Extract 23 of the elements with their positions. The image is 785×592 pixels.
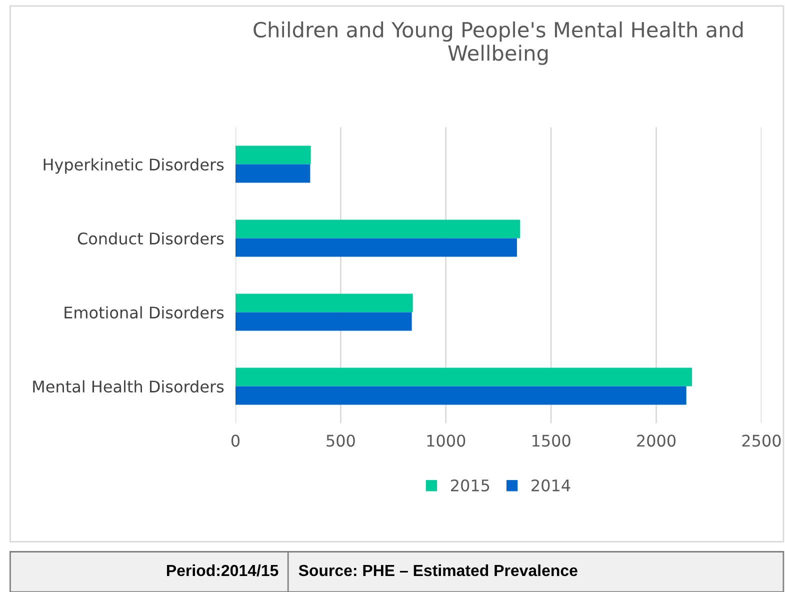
x-tick-label: 1500 xyxy=(532,434,570,447)
chart-title: Children and Young People's Mental Health and Wellbeing xyxy=(254,21,743,65)
bar xyxy=(236,220,520,238)
bar xyxy=(236,312,412,331)
x-tick-label: 0 xyxy=(231,434,240,447)
text: Period:2014/15 xyxy=(166,564,278,576)
bar xyxy=(236,238,517,257)
bar xyxy=(236,386,686,405)
legend-label: 2015 xyxy=(451,479,490,492)
bar xyxy=(236,294,413,312)
x-tick-label: 1000 xyxy=(427,434,466,447)
y-tick-label: Conduct Disorders xyxy=(78,232,224,245)
source-note: Source: PHE – Estimated Prevalence xyxy=(298,564,578,576)
y-tick-label: Mental Health Disorders xyxy=(33,380,224,393)
x-tick-label: 2500 xyxy=(742,434,781,447)
y-tick-label: Emotional Disorders xyxy=(64,306,224,319)
bar xyxy=(236,164,310,183)
x-tick-label: 500 xyxy=(326,434,355,447)
bar xyxy=(236,368,692,386)
bar xyxy=(236,146,311,164)
x-tick-label: 2000 xyxy=(637,434,676,447)
legend-label: 2014 xyxy=(532,479,570,492)
y-tick-label: Hyperkinetic Disorders xyxy=(44,158,224,174)
